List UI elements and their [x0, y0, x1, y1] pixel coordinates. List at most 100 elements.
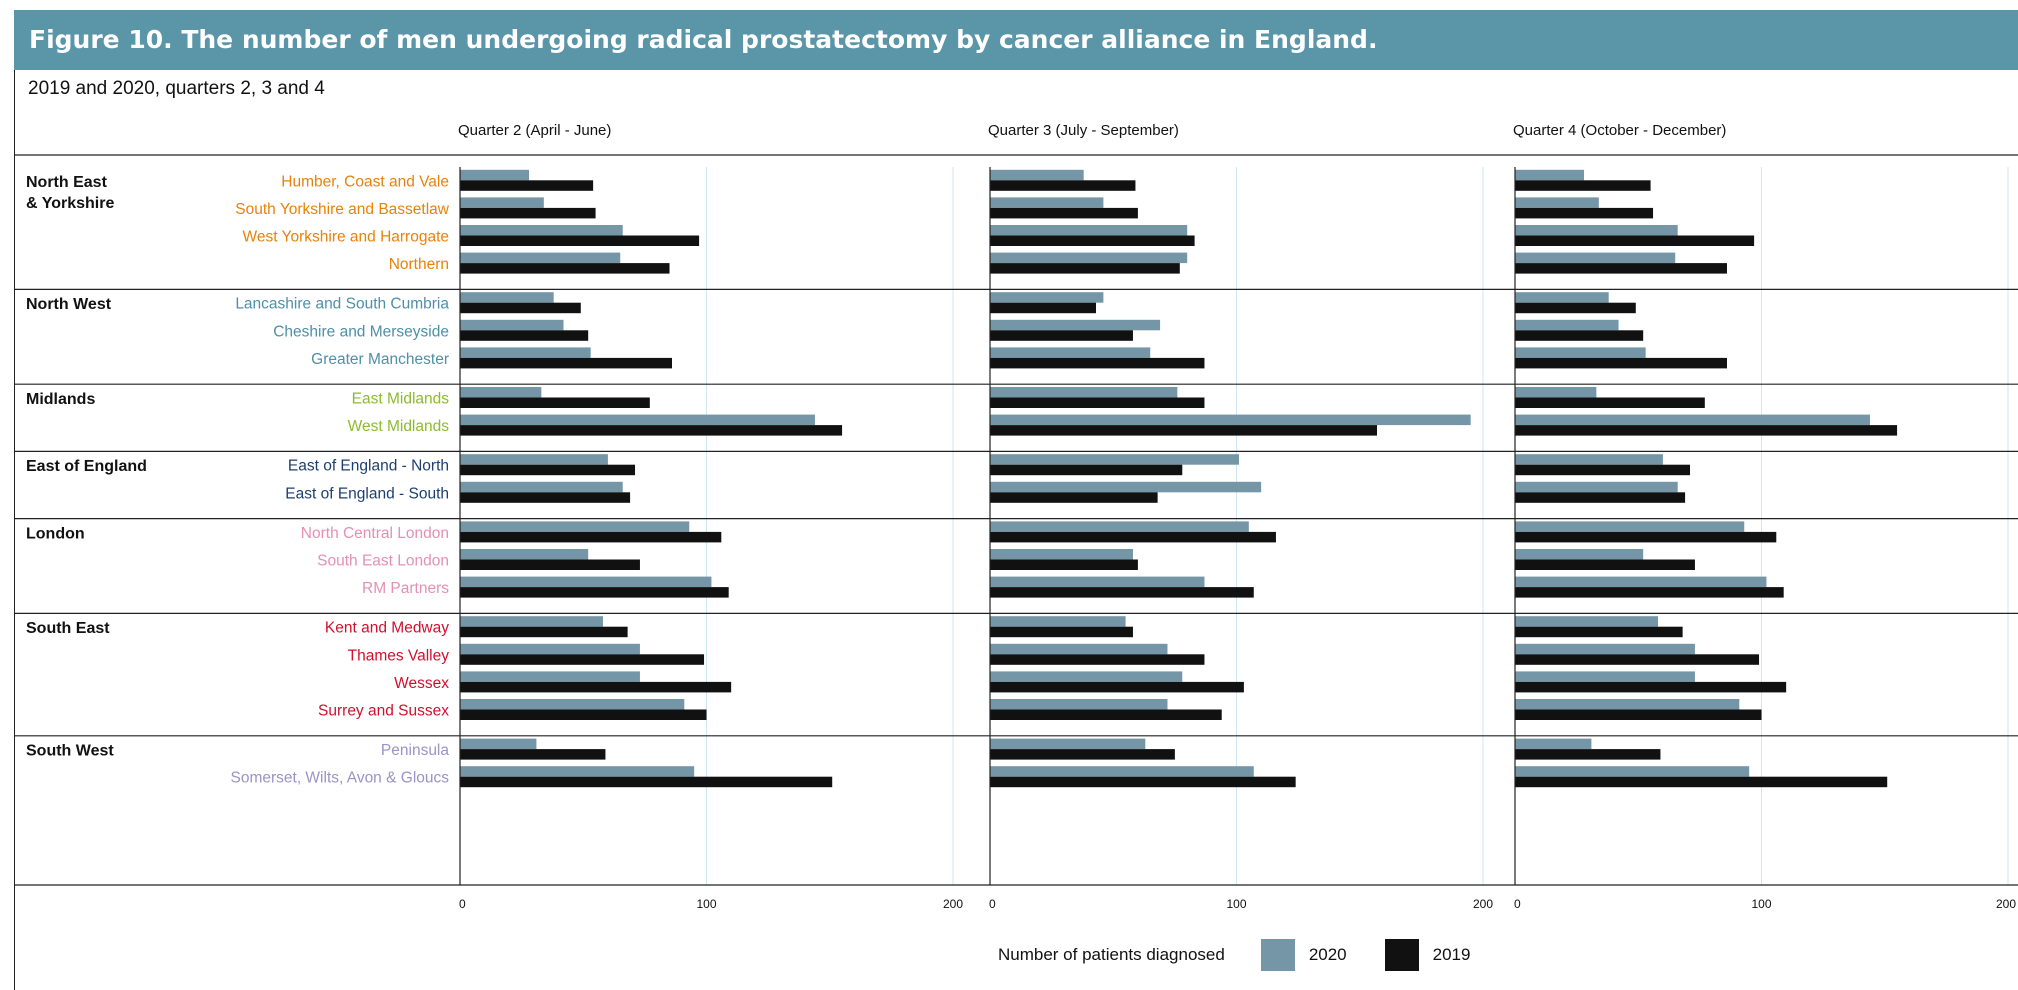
bar-surrey-and-sussex-q4-2020 [1515, 699, 1740, 710]
bar-kent-and-medway-q2-2020 [460, 616, 603, 627]
bar-west-yorkshire-and-harrogate-q4-2019 [1515, 235, 1755, 246]
bar-east-midlands-q3-2020 [990, 387, 1178, 398]
legend-label-2020: 2020 [1308, 945, 1347, 964]
bar-south-yorkshire-and-bassetlaw-q3-2019 [990, 207, 1138, 219]
alliance-label-greater-manchester: Greater Manchester [311, 351, 449, 368]
bar-humber-coast-and-vale-q3-2019 [990, 180, 1136, 191]
chart-legend: Number of patients diagnosed 2020 2019 [998, 938, 1508, 972]
bar-peninsula-q4-2020 [1515, 738, 1592, 750]
panel-title-q3: Quarter 3 (July - September) [988, 122, 1179, 139]
alliance-label-cheshire-and-merseyside: Cheshire and Merseyside [273, 323, 449, 340]
bar-wessex-q3-2020 [990, 671, 1183, 682]
bar-northern-q2-2019 [460, 263, 670, 274]
bar-south-east-london-q2-2019 [460, 559, 640, 570]
region-label-south-west: South West [26, 743, 114, 760]
bar-south-yorkshire-and-bassetlaw-q2-2019 [460, 207, 596, 219]
alliance-label-east-of-england-north: East of England - North [288, 458, 449, 475]
alliance-label-peninsula: Peninsula [381, 742, 449, 759]
bar-cheshire-and-merseyside-q3-2019 [990, 330, 1133, 341]
alliance-label-east-of-england-south: East of England - South [285, 485, 449, 502]
tick-label-q2-200: 200 [943, 897, 963, 911]
bar-cheshire-and-merseyside-q4-2019 [1515, 330, 1644, 341]
bar-surrey-and-sussex-q2-2020 [460, 699, 685, 710]
bar-east-of-england-north-q2-2020 [460, 454, 608, 465]
region-label-north-west: North West [26, 296, 112, 313]
alliance-label-rm-partners: RM Partners [362, 580, 449, 597]
bar-wessex-q4-2019 [1515, 681, 1787, 693]
bar-east-midlands-q2-2020 [460, 387, 542, 398]
region-label-north-east-yorkshire-line1: North East [26, 174, 108, 191]
bar-cheshire-and-merseyside-q2-2019 [460, 330, 589, 341]
frame-left-border [14, 70, 15, 990]
bar-northern-q4-2019 [1515, 263, 1727, 274]
bar-humber-coast-and-vale-q2-2020 [460, 169, 530, 181]
region-label-east-of-england: East of England [26, 458, 147, 475]
bar-peninsula-q2-2019 [460, 749, 606, 760]
bar-east-of-england-north-q4-2019 [1515, 464, 1691, 476]
bar-east-midlands-q4-2019 [1515, 397, 1705, 408]
bar-west-midlands-q4-2020 [1515, 414, 1870, 426]
tick-label-q3-100: 100 [1226, 897, 1246, 911]
bar-somerset-wilts-avon-gloucs-q2-2019 [460, 776, 833, 788]
bar-wessex-q4-2020 [1515, 671, 1695, 682]
bar-humber-coast-and-vale-q4-2020 [1515, 169, 1585, 181]
bar-west-midlands-q2-2020 [460, 414, 815, 426]
bar-greater-manchester-q2-2019 [460, 357, 672, 369]
alliance-label-humber-coast-and-vale: Humber, Coast and Vale [281, 173, 449, 190]
alliance-label-west-yorkshire-and-harrogate: West Yorkshire and Harrogate [243, 229, 450, 246]
bar-lancashire-and-south-cumbria-q3-2020 [990, 292, 1104, 303]
bar-west-midlands-q4-2019 [1515, 425, 1898, 436]
bar-humber-coast-and-vale-q4-2019 [1515, 180, 1651, 191]
bar-west-yorkshire-and-harrogate-q2-2019 [460, 235, 700, 246]
bar-east-of-england-south-q2-2020 [460, 481, 623, 493]
figure-title: Figure 10. The number of men undergoing … [29, 25, 1378, 54]
alliance-label-thames-valley: Thames Valley [348, 647, 450, 664]
region-label-london: London [26, 525, 85, 542]
alliance-label-surrey-and-sussex: Surrey and Sussex [318, 703, 449, 720]
bar-rm-partners-q4-2019 [1515, 587, 1784, 598]
bar-north-central-london-q3-2019 [990, 531, 1276, 543]
bar-south-yorkshire-and-bassetlaw-q3-2020 [990, 197, 1104, 208]
bar-surrey-and-sussex-q4-2019 [1515, 709, 1762, 720]
bar-south-east-london-q3-2019 [990, 559, 1138, 570]
alliance-label-west-midlands: West Midlands [348, 418, 450, 435]
bar-surrey-and-sussex-q2-2019 [460, 709, 707, 720]
bar-south-east-london-q2-2020 [460, 549, 589, 560]
bar-east-midlands-q2-2019 [460, 397, 650, 408]
bar-greater-manchester-q4-2019 [1515, 357, 1727, 369]
bar-cheshire-and-merseyside-q2-2020 [460, 319, 564, 331]
bar-kent-and-medway-q4-2019 [1515, 626, 1683, 638]
bar-north-central-london-q4-2020 [1515, 521, 1745, 532]
tick-label-q2-0: 0 [459, 897, 466, 911]
bar-wessex-q2-2019 [460, 681, 732, 693]
bar-east-midlands-q3-2019 [990, 397, 1205, 408]
bar-greater-manchester-q4-2020 [1515, 347, 1646, 358]
bar-rm-partners-q3-2020 [990, 576, 1205, 588]
bar-east-of-england-south-q4-2019 [1515, 492, 1686, 503]
bar-somerset-wilts-avon-gloucs-q4-2020 [1515, 766, 1750, 777]
bar-cheshire-and-merseyside-q4-2020 [1515, 319, 1619, 331]
bar-thames-valley-q4-2020 [1515, 643, 1695, 655]
bar-rm-partners-q4-2020 [1515, 576, 1767, 588]
bar-lancashire-and-south-cumbria-q3-2019 [990, 302, 1096, 314]
bar-north-central-london-q2-2020 [460, 521, 690, 532]
bar-south-yorkshire-and-bassetlaw-q2-2020 [460, 197, 544, 208]
bar-peninsula-q3-2020 [990, 738, 1146, 750]
bar-kent-and-medway-q2-2019 [460, 626, 628, 638]
bar-east-of-england-north-q3-2019 [990, 464, 1183, 476]
bar-east-of-england-south-q3-2020 [990, 481, 1262, 493]
bar-south-yorkshire-and-bassetlaw-q4-2019 [1515, 207, 1654, 219]
bar-thames-valley-q4-2019 [1515, 654, 1760, 665]
bar-northern-q3-2020 [990, 252, 1188, 264]
bar-kent-and-medway-q3-2019 [990, 626, 1133, 638]
alliance-label-wessex: Wessex [394, 675, 449, 692]
alliance-label-east-midlands: East Midlands [352, 391, 450, 408]
tick-label-q3-0: 0 [989, 897, 996, 911]
alliance-label-south-east-london: South East London [317, 553, 449, 570]
bar-east-of-england-south-q2-2019 [460, 492, 631, 503]
region-label-south-east: South East [26, 620, 110, 637]
panel-title-q4: Quarter 4 (October - December) [1513, 122, 1726, 139]
bar-somerset-wilts-avon-gloucs-q3-2020 [990, 766, 1254, 777]
bar-lancashire-and-south-cumbria-q2-2020 [460, 292, 554, 303]
bar-west-yorkshire-and-harrogate-q3-2020 [990, 225, 1188, 236]
